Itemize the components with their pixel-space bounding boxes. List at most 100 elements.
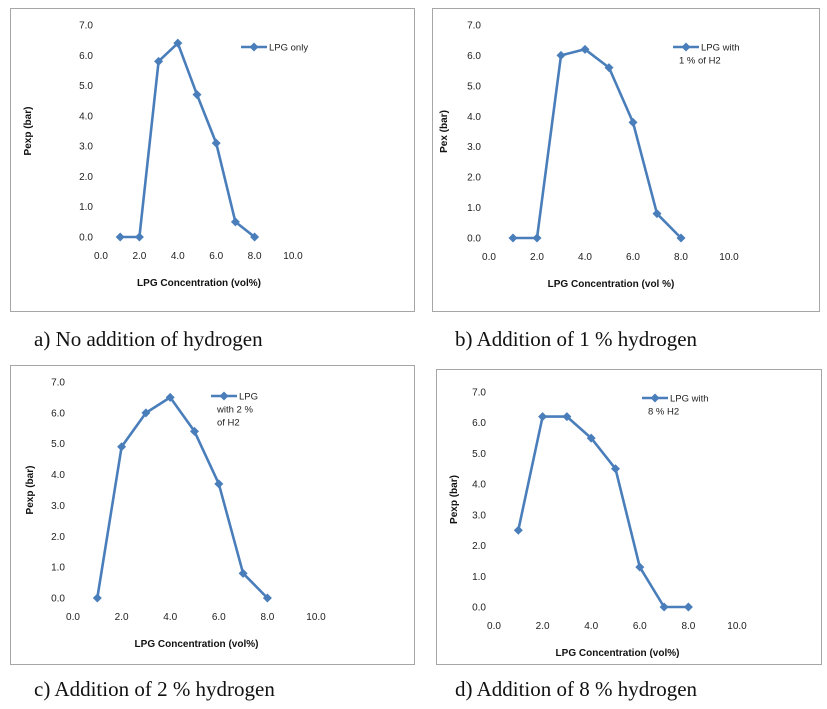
data-point xyxy=(635,562,645,572)
y-tick-label: 0.0 xyxy=(472,603,486,614)
x-tick-label: 10.0 xyxy=(727,621,747,632)
data-point xyxy=(628,117,638,127)
y-tick-label: 6.0 xyxy=(467,51,481,62)
y-tick-label: 0.0 xyxy=(51,594,65,605)
y-tick-label: 1.0 xyxy=(467,203,481,214)
x-tick-label: 6.0 xyxy=(633,621,647,632)
caption-b: b) Addition of 1 % hydrogen xyxy=(455,327,698,351)
legend-marker xyxy=(681,42,691,52)
data-point xyxy=(562,412,572,422)
series-line xyxy=(513,47,682,240)
y-tick-label: 7.0 xyxy=(472,388,486,399)
y-axis-label: Pex (bar) xyxy=(439,110,450,153)
x-tick-label: 4.0 xyxy=(578,252,592,263)
y-tick-label: 2.0 xyxy=(51,532,65,543)
data-point xyxy=(154,56,164,66)
y-axis-label: Pexp (bar) xyxy=(23,107,34,156)
legend-marker xyxy=(249,42,259,52)
x-tick-label: 0.0 xyxy=(482,252,496,263)
series-line xyxy=(517,415,689,609)
y-tick-label: 3.0 xyxy=(79,142,93,153)
data-point xyxy=(92,593,102,603)
chart-svg-d: 0.0 1.0 2.0 3.0 4.0 5.0 6.0 7.0 0.0 2.0 4.0 6.0 8.0 1… xyxy=(449,388,747,660)
data-point xyxy=(611,464,620,474)
data-point xyxy=(683,602,693,612)
data-point xyxy=(532,233,542,243)
x-tick-label: 8.0 xyxy=(681,621,695,632)
data-point xyxy=(580,44,590,54)
data-point xyxy=(165,392,175,402)
chart-panel-a: 0.0 1.0 2.0 3.0 4.0 5.0 6.0 7.0 0.0 2.0 4.0 6.0 8.0 1… xyxy=(10,8,415,312)
chart-svg-b: 0.0 1.0 2.0 3.0 4.0 5.0 6.0 7.0 0.0 2.0 4.0 6.0 8.0 1… xyxy=(439,21,740,291)
caption-d: d) Addition of 8 % hydrogen xyxy=(455,677,698,701)
y-tick-label: 1.0 xyxy=(79,202,93,213)
y-tick-label: 3.0 xyxy=(51,501,65,512)
chart-svg-a: 0.0 1.0 2.0 3.0 4.0 5.0 6.0 7.0 0.0 2.0 4.0 6.0 8.0 1… xyxy=(23,21,308,290)
data-point xyxy=(250,232,260,242)
y-tick-label: 2.0 xyxy=(467,173,481,184)
data-point xyxy=(604,63,614,73)
data-point xyxy=(190,426,199,436)
y-tick-label: 5.0 xyxy=(467,81,481,92)
x-tick-label: 0.0 xyxy=(66,612,80,623)
x-axis-label: LPG Concentration (vol%) xyxy=(137,278,261,289)
y-axis-label: Pexp (bar) xyxy=(25,466,36,515)
chart-panel-d: 0.0 1.0 2.0 3.0 4.0 5.0 6.0 7.0 0.0 2.0 4.0 6.0 8.0 1… xyxy=(436,369,822,665)
x-tick-label: 6.0 xyxy=(626,252,640,263)
legend-marker xyxy=(219,391,229,401)
y-tick-label: 7.0 xyxy=(467,21,481,32)
y-tick-label: 6.0 xyxy=(79,51,93,62)
x-axis-label: LPG Concentration (vol%) xyxy=(135,639,259,650)
caption-c: c) Addition of 2 % hydrogen xyxy=(34,677,275,701)
x-tick-label: 4.0 xyxy=(171,251,185,262)
data-point xyxy=(141,408,151,418)
legend-label: LPG with xyxy=(670,394,709,405)
x-tick-label: 0.0 xyxy=(94,251,108,262)
data-point xyxy=(652,209,662,219)
data-point xyxy=(556,50,566,60)
legend-label: 8 % H2 xyxy=(648,407,679,418)
y-tick-label: 0.0 xyxy=(467,234,481,245)
data-point xyxy=(117,442,127,452)
y-tick-label: 2.0 xyxy=(472,541,486,552)
y-tick-label: 4.0 xyxy=(51,470,65,481)
y-tick-label: 3.0 xyxy=(472,510,486,521)
y-tick-label: 4.0 xyxy=(472,480,486,491)
legend-label: LPG only xyxy=(269,43,308,54)
y-tick-label: 5.0 xyxy=(79,81,93,92)
data-point xyxy=(173,38,183,48)
x-tick-label: 2.0 xyxy=(132,251,146,262)
y-tick-label: 0.0 xyxy=(79,233,93,244)
y-tick-label: 2.0 xyxy=(79,172,93,183)
data-point xyxy=(659,602,669,612)
x-tick-label: 2.0 xyxy=(530,252,544,263)
x-tick-label: 8.0 xyxy=(674,252,688,263)
x-tick-label: 2.0 xyxy=(115,612,129,623)
y-tick-label: 7.0 xyxy=(51,378,65,389)
x-tick-label: 10.0 xyxy=(719,252,739,263)
y-tick-label: 1.0 xyxy=(51,563,65,574)
x-tick-label: 4.0 xyxy=(584,621,598,632)
y-tick-label: 6.0 xyxy=(51,408,65,419)
data-point xyxy=(676,233,686,243)
data-point xyxy=(238,568,248,578)
data-point xyxy=(115,232,125,242)
x-tick-label: 10.0 xyxy=(306,612,326,623)
legend-label: 1 % of H2 xyxy=(679,56,721,67)
data-point xyxy=(230,217,240,227)
legend-marker xyxy=(650,393,660,403)
legend-label: LPG xyxy=(239,392,258,403)
data-point xyxy=(211,138,221,148)
data-point xyxy=(508,233,518,243)
data-point xyxy=(192,90,202,100)
caption-a: a) No addition of hydrogen xyxy=(34,327,263,351)
x-tick-label: 6.0 xyxy=(212,612,226,623)
series-line xyxy=(96,396,269,599)
y-tick-label: 5.0 xyxy=(472,449,486,460)
data-point xyxy=(134,232,144,242)
y-tick-label: 3.0 xyxy=(467,142,481,153)
y-tick-label: 4.0 xyxy=(467,112,481,123)
y-tick-label: 7.0 xyxy=(79,21,93,32)
x-axis-label: LPG Concentration (vol %) xyxy=(548,279,675,290)
x-tick-label: 0.0 xyxy=(487,621,501,632)
